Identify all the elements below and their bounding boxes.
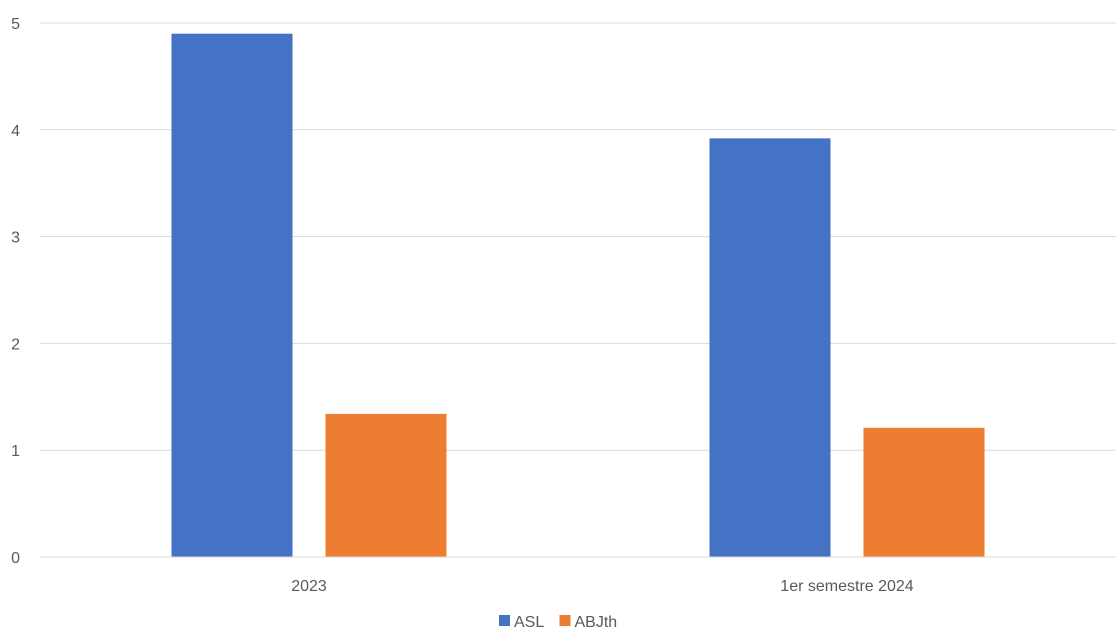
y-tick-label: 1 [11, 443, 20, 460]
legend-label-asl: ASL [514, 614, 544, 631]
x-axis: 2023 1er semestre 2024 [40, 556, 1116, 595]
y-tick-label: 2 [11, 336, 20, 353]
bar-abjth-0 [325, 413, 447, 557]
y-axis: 0 1 2 3 4 5 [11, 16, 20, 567]
bars [171, 33, 985, 558]
x-category-label: 1er semestre 2024 [780, 578, 914, 595]
y-tick-label: 3 [11, 230, 20, 247]
legend-label-abjth: ABJth [575, 614, 618, 631]
y-tick-label: 0 [11, 550, 20, 567]
legend-swatch-asl [499, 615, 510, 626]
y-tick-label: 5 [11, 16, 20, 33]
legend-swatch-abjth [559, 615, 571, 626]
bar-asl-0 [171, 33, 293, 558]
bar-asl-1 [709, 138, 831, 557]
bar-abjth-1 [863, 427, 985, 557]
x-category-label: 2023 [291, 578, 327, 595]
y-tick-label: 4 [11, 123, 20, 140]
legend: ASL ABJth [499, 614, 617, 631]
